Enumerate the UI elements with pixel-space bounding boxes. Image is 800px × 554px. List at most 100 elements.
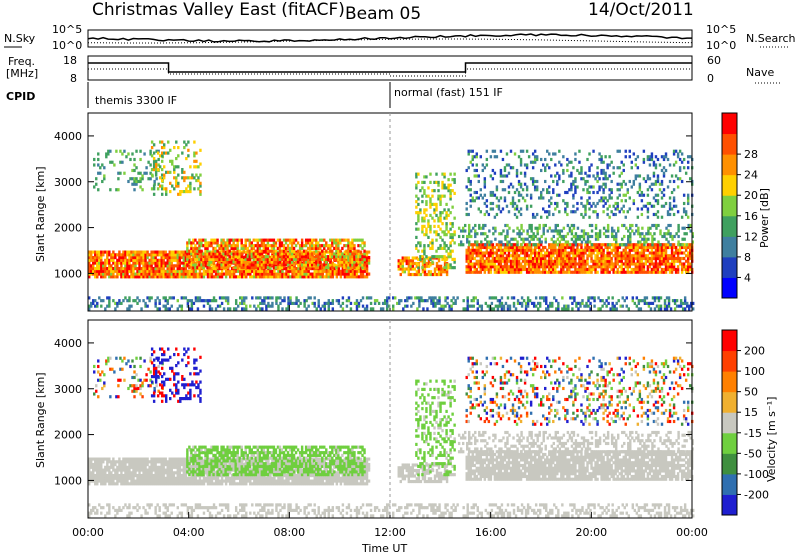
power-cell <box>477 265 480 269</box>
power-cell <box>317 244 320 248</box>
power-cell <box>206 241 209 245</box>
power-cell <box>552 152 555 156</box>
power-cell <box>164 304 167 308</box>
power-cell <box>90 256 93 260</box>
power-cell <box>100 261 103 265</box>
power-cell <box>439 267 443 271</box>
power-cell <box>477 254 480 258</box>
power-cell <box>666 265 670 269</box>
power-cell <box>415 211 418 215</box>
power-cell <box>674 267 678 272</box>
power-cell <box>283 296 286 300</box>
power-cell <box>612 262 615 266</box>
power-cell <box>291 275 294 279</box>
power-cell <box>471 243 474 247</box>
power-cell <box>600 265 603 269</box>
power-cell <box>571 301 574 305</box>
power-cell <box>536 226 539 230</box>
power-cell <box>329 260 332 264</box>
power-cell <box>642 193 646 197</box>
power-cell <box>192 257 195 261</box>
power-cell <box>419 189 422 193</box>
power-cell <box>232 275 236 279</box>
power-cell <box>554 245 557 250</box>
power-cell <box>600 185 603 189</box>
power-cell <box>495 204 499 208</box>
power-cell <box>638 245 642 250</box>
power-cell <box>295 269 298 273</box>
power-cell <box>234 260 237 264</box>
power-cell <box>660 168 664 173</box>
power-cell <box>580 234 584 239</box>
power-cell <box>192 263 195 267</box>
power-cell <box>405 261 409 266</box>
power-cell <box>691 232 694 236</box>
power-cell <box>660 196 664 200</box>
power-cell <box>673 234 676 239</box>
power-cell <box>357 244 360 248</box>
power-cell <box>677 223 680 228</box>
power-cell <box>562 179 565 184</box>
power-cell <box>636 251 640 255</box>
power-cell <box>490 296 494 300</box>
power-cell <box>554 207 557 211</box>
power-cell <box>554 174 557 178</box>
power-cell <box>90 250 93 254</box>
power-cell <box>509 270 513 274</box>
power-cell <box>570 259 573 263</box>
power-cell <box>475 245 478 250</box>
power-cell <box>198 241 201 245</box>
power-cell <box>438 301 441 305</box>
power-cell <box>202 260 205 264</box>
power-cell <box>537 259 541 263</box>
power-cell <box>343 275 347 279</box>
power-cell <box>508 304 512 308</box>
power-cell <box>94 269 97 273</box>
power-cell <box>654 163 658 167</box>
power-cell <box>574 190 577 195</box>
power-cell <box>635 223 638 228</box>
power-cell <box>294 257 298 261</box>
power-cell <box>230 275 234 279</box>
freq-tick-bottom: 8 <box>70 72 77 85</box>
power-cell <box>610 160 613 164</box>
power-cell <box>616 207 619 211</box>
power-cell <box>678 245 682 250</box>
power-cell <box>524 304 528 308</box>
freq-unit: [MHz] <box>6 67 38 80</box>
power-cell <box>264 257 268 261</box>
power-cell <box>465 185 468 189</box>
power-cell <box>97 188 100 192</box>
power-cell <box>399 267 402 271</box>
power-cell <box>226 249 229 253</box>
power-cell <box>142 261 145 265</box>
power-cell <box>600 171 603 175</box>
power-cell <box>118 272 121 276</box>
power-cell <box>519 245 523 250</box>
power-cell <box>544 259 547 263</box>
power-cell <box>552 251 555 255</box>
power-cell <box>624 182 627 186</box>
power-cell <box>349 252 352 256</box>
power-cell <box>584 207 587 211</box>
power-cell <box>97 171 100 175</box>
power-cell <box>331 269 335 273</box>
power-cell <box>413 256 417 260</box>
power-cell <box>245 275 248 279</box>
power-cell <box>90 301 93 305</box>
power-cell <box>325 244 328 248</box>
power-cell <box>198 260 201 264</box>
power-cell <box>523 259 527 263</box>
power-cell <box>614 265 617 269</box>
power-cell <box>297 253 300 257</box>
power-cell <box>210 267 214 271</box>
power-cell <box>309 296 312 300</box>
power-cell <box>566 240 570 244</box>
power-cell <box>306 241 310 245</box>
power-cell <box>272 244 276 248</box>
power-cell <box>687 223 690 228</box>
power-cell <box>439 270 443 274</box>
power-cell <box>160 173 164 177</box>
power-cell <box>624 149 627 153</box>
power-cell <box>548 243 551 247</box>
